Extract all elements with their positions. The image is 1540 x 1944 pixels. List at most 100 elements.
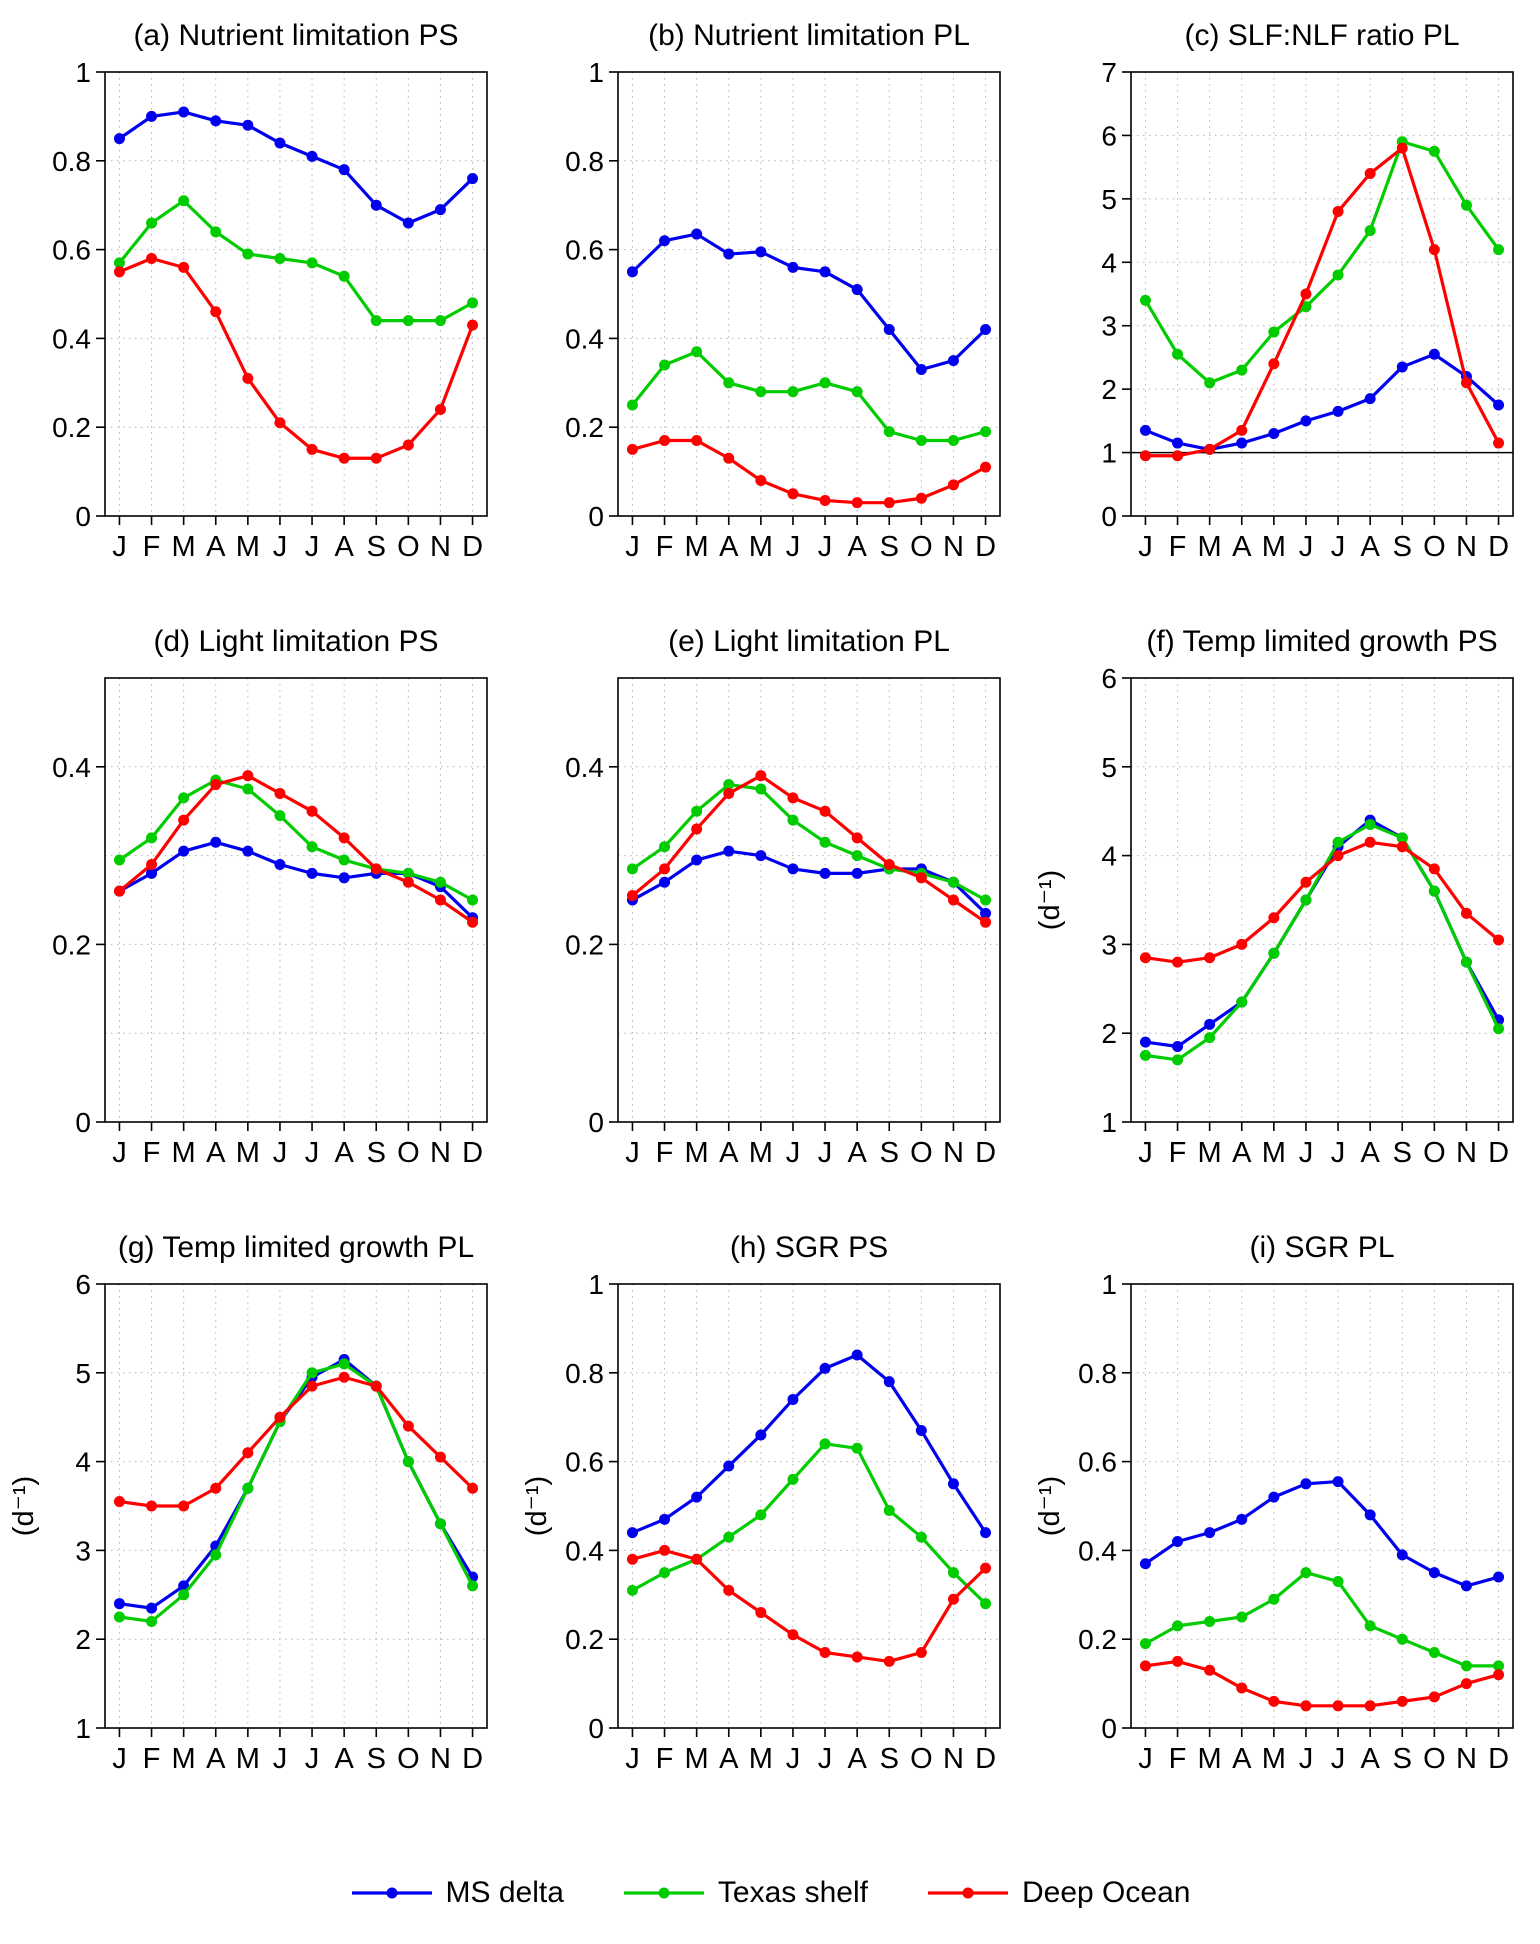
marker-ms-delta (1139, 424, 1151, 436)
x-tick-label: J (786, 1743, 801, 1775)
marker-texas-shelf (242, 783, 254, 795)
marker-texas-shelf (691, 346, 703, 358)
x-tick-label: F (1169, 531, 1187, 563)
x-tick-label: A (719, 1743, 739, 1775)
marker-ms-delta (915, 363, 927, 375)
x-tick-label: D (1488, 531, 1509, 563)
x-tick-label: M (1198, 531, 1222, 563)
marker-deep-ocean (947, 894, 959, 906)
marker-ms-delta (1204, 1018, 1216, 1030)
y-tick-label: 0.4 (565, 1535, 604, 1566)
marker-ms-delta (947, 1478, 959, 1490)
x-tick-label: O (397, 1137, 420, 1169)
y-axis-label: (d⁻¹) (524, 1476, 553, 1536)
plot-frame (1130, 71, 1514, 517)
x-tick-label: N (943, 1137, 964, 1169)
x-tick-label: S (367, 1743, 386, 1775)
marker-ms-delta (146, 867, 158, 879)
marker-deep-ocean (1204, 443, 1216, 455)
marker-texas-shelf (1332, 1575, 1344, 1587)
x-tick-label: D (975, 1137, 996, 1169)
y-tick-label: 2 (1101, 1018, 1117, 1049)
marker-deep-ocean (1236, 938, 1248, 950)
marker-ms-delta (626, 1527, 638, 1539)
marker-deep-ocean (370, 1380, 382, 1392)
x-tick-label: F (143, 1743, 161, 1775)
x-tick-label: D (975, 1743, 996, 1775)
marker-deep-ocean (659, 1544, 671, 1556)
x-tick-label: J (1331, 1743, 1346, 1775)
gridlines (618, 677, 1000, 1123)
plot-frame (617, 1283, 1001, 1729)
marker-texas-shelf (980, 426, 992, 438)
marker-deep-ocean (274, 787, 286, 799)
x-tick-label: J (786, 531, 801, 563)
marker-deep-ocean (1396, 841, 1408, 853)
y-tick-label: 0.2 (1078, 1624, 1117, 1655)
y-tick-label: 0.6 (52, 235, 91, 266)
marker-texas-shelf (787, 1473, 799, 1485)
y-tick-label: 0.8 (565, 146, 604, 177)
marker-ms-delta (467, 173, 479, 185)
marker-deep-ocean (1460, 377, 1472, 389)
marker-texas-shelf (146, 217, 158, 229)
marker-ms-delta (1364, 393, 1376, 405)
marker-ms-delta (723, 845, 735, 857)
chart-panel-e: (e) Light limitation PL J F M A M J J A S O N D 0 0.2… (514, 620, 1027, 1188)
marker-deep-ocean (1396, 142, 1408, 154)
x-tick-label: S (367, 1137, 386, 1169)
marker-deep-ocean (883, 1655, 895, 1667)
y-tick-label: 3 (75, 1535, 91, 1566)
x-tick-label: S (880, 1137, 899, 1169)
marker-ms-delta (1396, 1549, 1408, 1561)
marker-ms-delta (819, 1362, 831, 1374)
x-tick-label: J (818, 531, 833, 563)
x-tick-label: S (1393, 531, 1412, 563)
chart-panel-i: (i) SGR PL J F M A M J J A S O N D 0 0.2 0.4 0.6 0.8 1 (d⁻… (1027, 1226, 1540, 1794)
marker-deep-ocean (370, 863, 382, 875)
marker-ms-delta (659, 876, 671, 888)
x-tick-label: N (430, 531, 451, 563)
x-tick-label: A (847, 1743, 867, 1775)
x-tick-label: F (656, 531, 674, 563)
marker-ms-delta (1236, 437, 1248, 449)
marker-deep-ocean (1364, 167, 1376, 179)
marker-deep-ocean (947, 479, 959, 491)
x-tick-label: M (685, 531, 709, 563)
x-tick-label: J (305, 531, 320, 563)
y-tick-label: 0 (1101, 1713, 1117, 1744)
x-tick-label: O (397, 531, 420, 563)
y-tick-label: 2 (1101, 374, 1117, 405)
marker-ms-delta (1300, 415, 1312, 427)
x-tick-label: J (786, 1137, 801, 1169)
marker-deep-ocean (915, 1647, 927, 1659)
marker-deep-ocean (851, 1651, 863, 1663)
chart-title: (e) Light limitation PL (668, 625, 950, 658)
marker-texas-shelf (306, 841, 318, 853)
marker-deep-ocean (1364, 836, 1376, 848)
marker-texas-shelf (1204, 1615, 1216, 1627)
marker-deep-ocean (402, 439, 414, 451)
y-tick-label: 6 (1101, 664, 1117, 694)
x-tick-label: D (1488, 1137, 1509, 1169)
x-tick-label: J (112, 1743, 127, 1775)
gridlines (618, 71, 1000, 517)
marker-texas-shelf (1139, 1049, 1151, 1061)
legend-label: Deep Ocean (1022, 1876, 1191, 1909)
marker-ms-delta (1332, 1476, 1344, 1488)
marker-deep-ocean (787, 1629, 799, 1641)
marker-deep-ocean (723, 1584, 735, 1596)
series-texas-shelf (1139, 136, 1505, 389)
x-tick-label: A (206, 1743, 226, 1775)
marker-ms-delta (819, 867, 831, 879)
marker-deep-ocean (274, 417, 286, 429)
marker-deep-ocean (1268, 1695, 1280, 1707)
x-tick-label: N (430, 1743, 451, 1775)
marker-texas-shelf (242, 1482, 254, 1494)
marker-texas-shelf (1396, 832, 1408, 844)
